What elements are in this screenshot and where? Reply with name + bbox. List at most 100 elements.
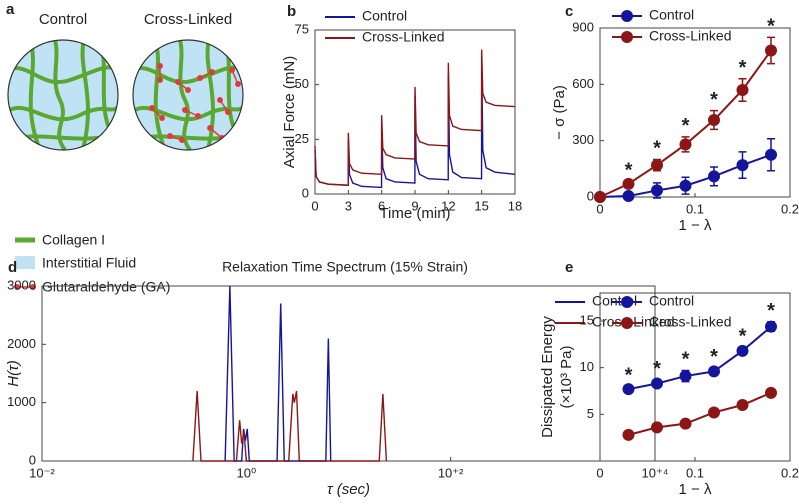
x-axis-label: 1 − λ <box>679 481 712 498</box>
legend-label: Glutaraldehyde (GA) <box>42 279 170 295</box>
significance-mark: * <box>625 159 633 181</box>
significance-mark: * <box>739 57 747 79</box>
data-point <box>708 170 720 183</box>
y-tick-label: 50 <box>295 76 309 91</box>
panel-a: a Control Cross-Linked <box>6 1 244 295</box>
data-point <box>651 421 663 434</box>
legend-label: Control <box>362 8 407 24</box>
panel-label: c <box>565 3 573 20</box>
legend-swatch <box>14 284 36 290</box>
data-point <box>708 114 720 127</box>
x-tick-label: 10⁻² <box>29 465 55 480</box>
legend-label: Control <box>649 293 694 309</box>
data-point <box>679 138 692 151</box>
y-axis-label: (×10³ Pa) <box>558 346 575 409</box>
legend-label: Cross-Linked <box>362 29 444 45</box>
significance-mark: * <box>710 346 718 368</box>
x-tick-label: 10⁰ <box>236 465 256 480</box>
significance-mark: * <box>653 138 661 160</box>
y-tick-label: 5 <box>587 406 594 421</box>
legend-marker <box>621 317 633 329</box>
significance-mark: * <box>767 16 775 38</box>
legend-swatch <box>15 256 35 269</box>
x-axis-label: Time (min) <box>379 205 450 222</box>
x-tick-label: 0.1 <box>686 201 704 216</box>
legend-marker <box>621 296 633 308</box>
legend-label: Collagen I <box>42 232 105 248</box>
y-tick-label: 3000 <box>7 277 36 292</box>
data-point <box>679 417 692 430</box>
legend-marker <box>621 31 633 43</box>
data-point <box>736 399 749 411</box>
y-tick-label: 25 <box>295 131 309 146</box>
significance-mark: * <box>767 300 775 322</box>
data-point <box>765 320 777 333</box>
chart-title: Relaxation Time Spectrum (15% Strain) <box>222 259 468 275</box>
y-axis-label: − σ (Pa) <box>551 85 568 140</box>
x-tick-label: 18 <box>508 198 522 213</box>
data-point <box>622 428 635 441</box>
panel-label: b <box>287 3 296 20</box>
legend-label: Control <box>649 7 694 23</box>
x-tick-label: 3 <box>345 198 352 213</box>
x-tick-label: 0.2 <box>781 201 799 216</box>
series-line <box>192 390 388 462</box>
data-point <box>622 177 635 190</box>
data-point <box>622 383 635 396</box>
panel-label: d <box>8 259 17 276</box>
panel-label: a <box>6 1 15 18</box>
y-tick-label: 0 <box>587 188 594 203</box>
x-tick-label: 0 <box>596 201 603 216</box>
y-tick-label: 600 <box>572 76 594 91</box>
x-tick-label: 0 <box>311 198 318 213</box>
x-tick-label: 15 <box>474 198 488 213</box>
significance-mark: * <box>625 365 633 387</box>
y-tick-label: 300 <box>572 132 594 147</box>
data-point <box>708 406 720 419</box>
data-point <box>622 190 635 203</box>
y-tick-label: 2000 <box>7 336 36 351</box>
y-tick-label: 15 <box>580 312 594 327</box>
panel-label: e <box>565 259 573 276</box>
schematic-title: Cross-Linked <box>144 11 232 28</box>
legend-label: Cross-Linked <box>649 28 731 44</box>
data-point <box>708 365 720 378</box>
series-line <box>628 391 772 436</box>
y-axis-label: H(τ) <box>5 360 22 386</box>
data-point <box>736 159 749 172</box>
x-tick-label: 0 <box>596 465 603 480</box>
y-tick-label: 75 <box>295 21 309 36</box>
legend-label: Cross-Linked <box>592 314 674 330</box>
y-tick-label: 0 <box>302 185 309 200</box>
schematic-title: Control <box>39 11 87 28</box>
data-point <box>679 370 692 383</box>
crosslinked-network <box>133 40 243 150</box>
data-point <box>594 191 606 203</box>
series-line <box>628 325 772 391</box>
control-network <box>8 40 118 150</box>
significance-mark: * <box>682 349 690 371</box>
x-axis-label: 1 − λ <box>679 217 712 234</box>
data-point <box>651 377 663 390</box>
y-axis-label: Dissipated Energy <box>539 316 556 438</box>
x-axis-label: τ (sec) <box>327 481 370 498</box>
data-point <box>736 344 749 357</box>
y-tick-label: 1000 <box>7 394 36 409</box>
y-axis-label: Axial Force (mN) <box>281 56 298 169</box>
x-tick-label: 0.1 <box>686 465 704 480</box>
significance-mark: * <box>710 89 718 111</box>
data-point <box>765 148 777 161</box>
data-point <box>765 386 777 399</box>
legend-label: Cross-Linked <box>649 314 731 330</box>
legend-label: Interstitial Fluid <box>42 255 136 271</box>
data-point <box>736 83 749 96</box>
data-point <box>765 44 777 57</box>
series-line <box>314 49 515 186</box>
data-point <box>679 179 692 192</box>
significance-mark: * <box>682 115 690 137</box>
x-tick-label: 9 <box>411 198 418 213</box>
data-point <box>651 184 663 197</box>
x-tick-label: 10⁺⁴ <box>642 465 669 480</box>
y-tick-label: 0 <box>29 452 36 467</box>
data-point <box>651 159 663 172</box>
